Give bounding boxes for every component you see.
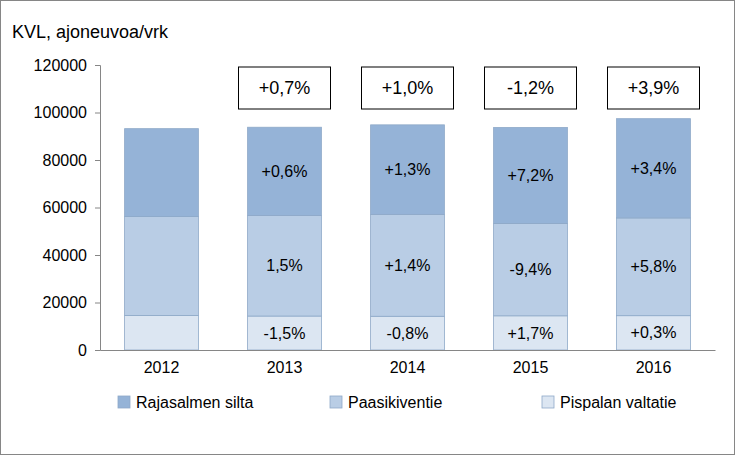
y-tick-label: 80000 [43, 152, 88, 169]
legend: Rajasalmen silta Paasikiventie Pispalan va… [118, 394, 677, 411]
bar-segment [248, 216, 322, 316]
y-tick-mark [95, 65, 100, 66]
bars [125, 119, 691, 350]
y-tick: 0 [78, 342, 100, 359]
y-axis-line [95, 66, 101, 351]
bar-segment [371, 316, 445, 350]
segment-change-label: -0,8% [387, 325, 429, 342]
y-tick: 60000 [43, 199, 101, 216]
segment-change-label: +5,8% [631, 258, 677, 275]
segment-change-label: +1,3% [385, 161, 431, 178]
segment-change-label: -1,5% [264, 325, 306, 342]
bar-segment [617, 119, 691, 218]
total-change-box [362, 67, 454, 109]
y-tick: 20000 [43, 294, 101, 311]
bar-segment [494, 316, 568, 350]
legend-label: Paasikiventie [348, 394, 442, 411]
x-tick: 2013 [267, 350, 303, 376]
total-change-box [485, 67, 577, 109]
y-tick-label: 40000 [43, 247, 88, 264]
bar-segment [371, 214, 445, 316]
y-tick-mark [95, 113, 100, 114]
x-tick-label: 2013 [267, 359, 303, 376]
bar-segment [617, 218, 691, 316]
y-tick-mark [95, 303, 100, 304]
segment-change-label: +7,2% [508, 167, 554, 184]
y-tick-label: 0 [78, 342, 87, 359]
x-tick: 2015 [513, 350, 549, 376]
total-change-label: +0,7% [259, 78, 311, 98]
total-change-box [608, 67, 700, 109]
y-tick: 40000 [43, 247, 101, 264]
x-tick: 2014 [390, 350, 426, 376]
legend-label: Pispalan valtatie [560, 394, 677, 411]
segment-change-label: +1,4% [385, 257, 431, 274]
chart-frame [1, 1, 735, 455]
x-tick: 2016 [636, 350, 672, 376]
y-tick-mark [95, 208, 100, 209]
y-tick-label: 20000 [43, 294, 88, 311]
segment-labels: -1,5% -0,8% +1,7% +0,3% 1,5% +1,4% -9,4% +5,8% +… [262, 160, 677, 342]
x-tick: 2012 [144, 350, 180, 376]
legend-swatch [118, 396, 130, 408]
y-tick-label: 60000 [43, 199, 88, 216]
bar-segment [125, 316, 199, 350]
total-change-label: +3,9% [628, 78, 680, 98]
x-tick-label: 2015 [513, 359, 549, 376]
y-tick: 80000 [43, 152, 101, 169]
segment-change-label: 1,5% [266, 257, 302, 274]
bar-segment [248, 127, 322, 215]
legend-swatch [330, 396, 342, 408]
x-tick-label: 2016 [636, 359, 672, 376]
total-change-label: +1,0% [382, 78, 434, 98]
segment-change-label: +0,3% [631, 324, 677, 341]
y-tick-mark [95, 160, 100, 161]
y-tick-label: 120000 [34, 57, 87, 74]
y-tick: 100000 [34, 104, 100, 121]
bar-segment [248, 316, 322, 350]
segment-change-label: +1,7% [508, 325, 554, 342]
total-change-labels: +0,7% +1,0% -1,2% +3,9% [239, 67, 700, 109]
legend-label: Rajasalmen silta [136, 394, 253, 411]
bar-segment [617, 316, 691, 350]
y-tick-label: 100000 [34, 104, 87, 121]
x-axis: 2012 2013 2014 2015 2016 [101, 350, 716, 376]
y-tick-mark [95, 350, 100, 351]
bar-segment [494, 223, 568, 315]
segment-change-label: -9,4% [510, 261, 552, 278]
x-axis-line [101, 350, 716, 351]
bar-segment [494, 127, 568, 223]
bar-segment [125, 129, 199, 217]
chart: KVL, ajoneuvoa/vrk -1,5% -0,8% +1,7% +0,3% 1,… [0, 0, 735, 455]
x-tick-label: 2014 [390, 359, 426, 376]
y-tick: 120000 [34, 57, 100, 74]
y-axis: 0 20000 40000 60000 80000 100000 120000 [34, 57, 101, 359]
legend-swatch [542, 396, 554, 408]
bar-segment [371, 125, 445, 215]
y-axis-title: KVL, ajoneuvoa/vrk [12, 22, 169, 42]
total-change-label: -1,2% [507, 78, 554, 98]
total-change-box [239, 67, 331, 109]
x-tick-label: 2012 [144, 359, 180, 376]
segment-change-label: +3,4% [631, 160, 677, 177]
segment-change-label: +0,6% [262, 163, 308, 180]
bar-segment [125, 217, 199, 316]
y-tick-mark [95, 255, 100, 256]
